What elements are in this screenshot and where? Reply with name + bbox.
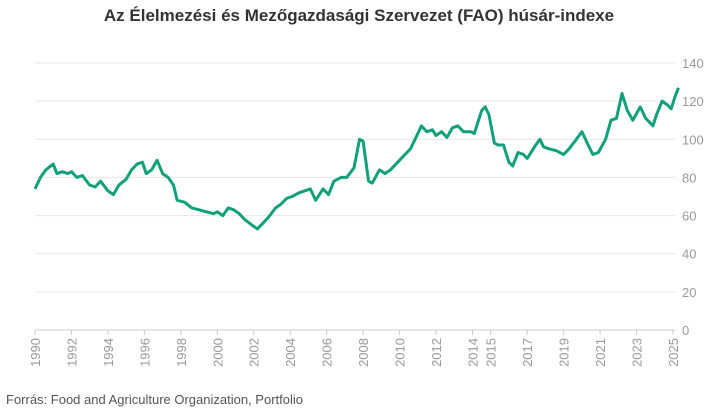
y-tick-label: 140 [682, 56, 704, 71]
y-tick-label: 0 [682, 323, 689, 338]
x-tick-label: 2002 [247, 338, 262, 367]
x-tick-label: 2021 [593, 338, 608, 367]
x-tick-label: 2006 [320, 338, 335, 367]
x-tick-label: 1994 [101, 338, 116, 367]
x-tick-label: 2023 [630, 338, 645, 367]
y-tick-label: 100 [682, 132, 704, 147]
y-tick-label: 20 [682, 285, 696, 300]
series-line [33, 87, 680, 231]
x-tick-label: 2004 [283, 338, 298, 367]
x-tick-label: 2010 [393, 338, 408, 367]
source-note: Forrás: Food and Agriculture Organizatio… [6, 392, 303, 407]
x-tick-label: 2000 [210, 338, 225, 367]
y-tick-label: 40 [682, 247, 696, 262]
chart-title: Az Élelmezési és Mezőgazdasági Szervezet… [103, 6, 615, 25]
y-tick-label: 80 [682, 170, 696, 185]
y-tick-label: 120 [682, 94, 704, 109]
y-tick-label: 60 [682, 209, 696, 224]
x-tick-label: 2008 [356, 338, 371, 367]
x-tick-label: 2012 [429, 338, 444, 367]
x-tick-label: 1992 [64, 338, 79, 367]
x-tick-label: 2015 [484, 338, 499, 367]
x-tick-label: 1998 [174, 338, 189, 367]
x-tick-label: 2017 [520, 338, 535, 367]
x-tick-label: 1990 [28, 338, 43, 367]
x-tick-label: 2025 [666, 338, 681, 367]
x-tick-label: 2019 [557, 338, 572, 367]
x-tick-label: 1996 [137, 338, 152, 367]
x-tick-label: 2014 [465, 338, 480, 367]
